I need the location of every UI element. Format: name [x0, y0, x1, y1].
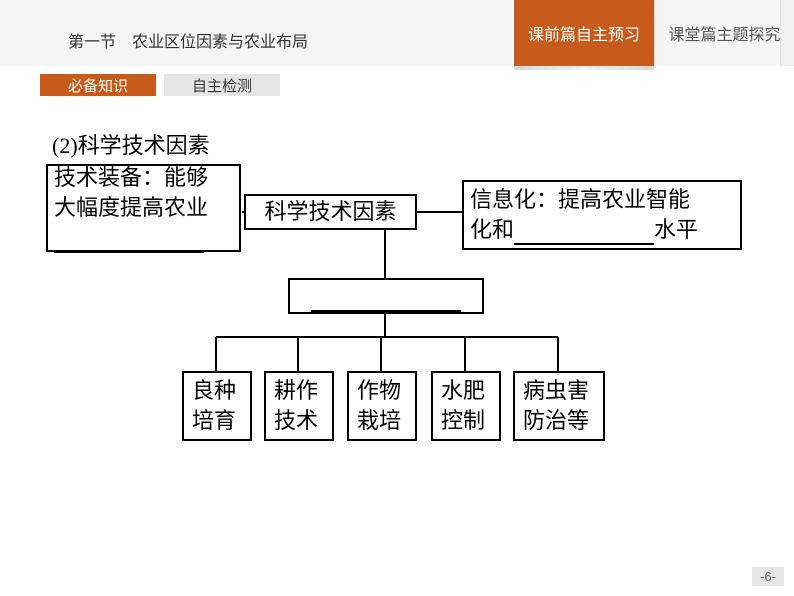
tab-preview[interactable]: 课前篇自主预习 [514, 0, 654, 66]
leaf-l1: 耕作 [274, 376, 324, 406]
box-left-line2: 大幅度提高农业 [54, 193, 233, 223]
box-right-line1: 信息化：提高农业智能 [470, 185, 734, 215]
leaf-l2: 技术 [274, 406, 324, 436]
box-mid-blank [288, 278, 484, 314]
header-right-strip [780, 0, 794, 66]
page-number: -6- [752, 567, 784, 586]
leaf-l1: 水肥 [441, 376, 491, 406]
box-tech-equipment: 技术装备：能够 大幅度提高农业 [46, 164, 241, 252]
header-bar: 第一节 农业区位因素与农业布局 课前篇自主预习 课堂篇主题探究 [0, 0, 794, 66]
tab-explore[interactable]: 课堂篇主题探究 [654, 0, 794, 66]
box-right-line2: 化和 水平 [470, 215, 734, 245]
content-heading: (2)科学技术因素 [52, 128, 210, 160]
leaf-l2: 栽培 [357, 406, 407, 436]
leaf-box-0: 良种培育 [182, 371, 252, 441]
leaf-box-1: 耕作技术 [264, 371, 334, 441]
leaf-box-4: 病虫害防治等 [513, 371, 605, 441]
box-center-title: 科学技术因素 [244, 194, 417, 230]
sub-tabs: 必备知识 自主检测 [40, 74, 280, 96]
subtab-selftest[interactable]: 自主检测 [164, 74, 280, 96]
nav-tabs: 课前篇自主预习 课堂篇主题探究 [514, 0, 794, 66]
box-right-pre: 化和 [470, 217, 514, 242]
leaf-l2: 防治等 [523, 406, 595, 436]
leaf-l2: 控制 [441, 406, 491, 436]
section-title: 第一节 农业区位因素与农业布局 [68, 28, 308, 52]
leaf-l1: 作物 [357, 376, 407, 406]
leaf-box-3: 水肥控制 [431, 371, 501, 441]
leaf-box-2: 作物栽培 [347, 371, 417, 441]
leaf-l2: 培育 [192, 406, 242, 436]
box-informatization: 信息化：提高农业智能 化和 水平 [462, 180, 742, 250]
leaf-l1: 病虫害 [523, 376, 595, 406]
box-left-line1: 技术装备：能够 [54, 163, 233, 193]
leaf-l1: 良种 [192, 376, 242, 406]
diagram-container: 技术装备：能够 大幅度提高农业 科学技术因素 信息化：提高农业智能 化和 水平 良… [44, 162, 744, 452]
box-right-post: 水平 [654, 217, 698, 242]
subtab-knowledge[interactable]: 必备知识 [40, 74, 156, 96]
box-left-blank [54, 223, 233, 253]
